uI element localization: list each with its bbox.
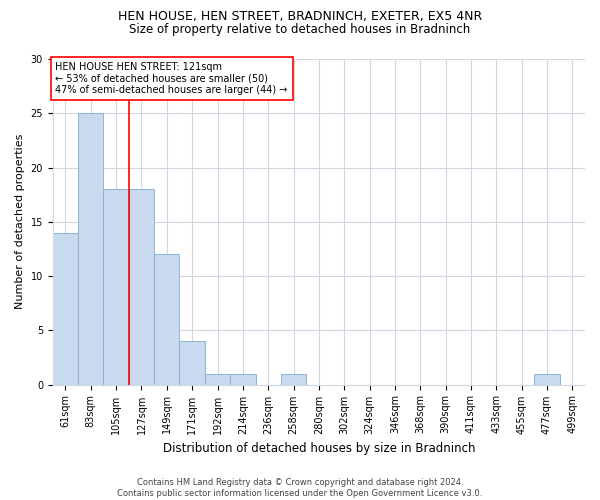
Bar xyxy=(103,189,129,384)
Bar xyxy=(535,374,560,384)
Bar xyxy=(179,341,205,384)
Bar xyxy=(129,189,154,384)
Bar xyxy=(154,254,179,384)
Y-axis label: Number of detached properties: Number of detached properties xyxy=(15,134,25,310)
Bar xyxy=(53,232,78,384)
X-axis label: Distribution of detached houses by size in Bradninch: Distribution of detached houses by size … xyxy=(163,442,475,455)
Bar xyxy=(230,374,256,384)
Bar xyxy=(205,374,230,384)
Text: Contains HM Land Registry data © Crown copyright and database right 2024.
Contai: Contains HM Land Registry data © Crown c… xyxy=(118,478,482,498)
Bar xyxy=(281,374,306,384)
Bar xyxy=(78,114,103,384)
Text: Size of property relative to detached houses in Bradninch: Size of property relative to detached ho… xyxy=(130,22,470,36)
Text: HEN HOUSE, HEN STREET, BRADNINCH, EXETER, EX5 4NR: HEN HOUSE, HEN STREET, BRADNINCH, EXETER… xyxy=(118,10,482,23)
Text: HEN HOUSE HEN STREET: 121sqm
← 53% of detached houses are smaller (50)
47% of se: HEN HOUSE HEN STREET: 121sqm ← 53% of de… xyxy=(55,62,288,96)
